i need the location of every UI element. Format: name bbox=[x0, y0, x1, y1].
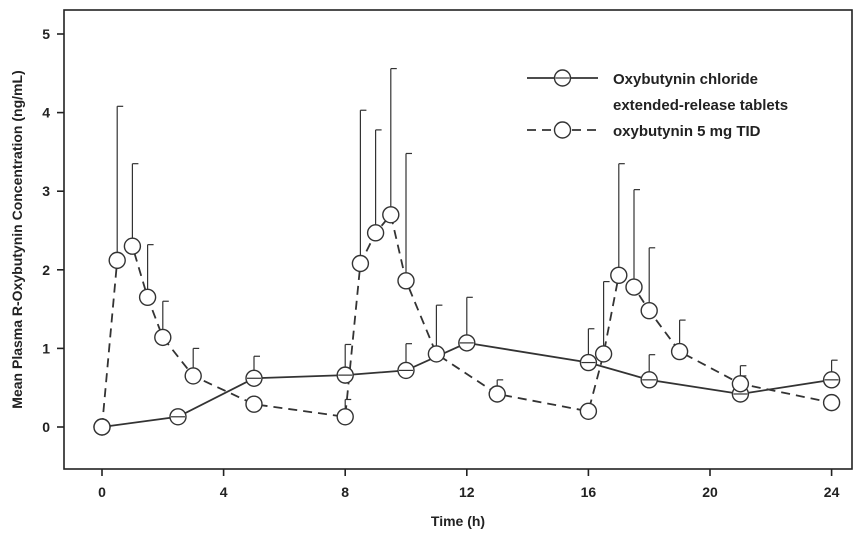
data-point bbox=[670, 342, 689, 361]
data-point bbox=[184, 367, 202, 385]
data-point bbox=[336, 408, 354, 426]
x-tick-label: 0 bbox=[98, 484, 106, 500]
x-tick-label: 8 bbox=[341, 484, 349, 500]
y-axis-label: Mean Plasma R-Oxybutynin Concentration (… bbox=[9, 70, 25, 408]
x-tick-label: 12 bbox=[459, 484, 475, 500]
legend-label-1: extended-release tablets bbox=[613, 97, 788, 114]
x-tick-label: 20 bbox=[702, 484, 718, 500]
data-point bbox=[366, 224, 385, 242]
y-tick-label: 5 bbox=[42, 26, 50, 42]
data-point bbox=[382, 206, 400, 224]
data-point bbox=[397, 272, 415, 290]
data-point bbox=[138, 288, 157, 307]
data-point bbox=[731, 375, 750, 393]
x-tick-label: 4 bbox=[220, 484, 228, 500]
y-tick-label: 4 bbox=[42, 105, 50, 121]
y-tick-label: 3 bbox=[42, 183, 50, 199]
plot-frame bbox=[63, 9, 853, 470]
y-tick-label: 2 bbox=[42, 262, 50, 278]
legend-marker-2 bbox=[553, 121, 572, 139]
y-tick-label: 0 bbox=[42, 419, 50, 435]
data-point bbox=[93, 418, 111, 436]
data-point bbox=[488, 385, 506, 403]
data-point bbox=[625, 278, 643, 296]
x-axis-label: Time (h) bbox=[431, 513, 485, 529]
data-point bbox=[427, 345, 446, 363]
data-point bbox=[594, 345, 613, 363]
data-point bbox=[154, 328, 172, 347]
data-point bbox=[351, 254, 370, 273]
data-point bbox=[610, 266, 628, 285]
data-point bbox=[123, 237, 142, 255]
y-tick-label: 1 bbox=[42, 340, 50, 356]
data-point bbox=[108, 251, 126, 270]
legend-label-1: Oxybutynin chloride bbox=[613, 71, 758, 88]
data-point bbox=[640, 301, 658, 320]
data-point bbox=[822, 393, 841, 412]
data-point bbox=[579, 402, 598, 420]
data-point bbox=[245, 395, 263, 413]
series-line-2 bbox=[101, 212, 832, 428]
x-tick-label: 24 bbox=[824, 484, 840, 500]
x-tick-label: 16 bbox=[581, 484, 597, 500]
legend-label-2: oxybutynin 5 mg TID bbox=[613, 123, 761, 140]
